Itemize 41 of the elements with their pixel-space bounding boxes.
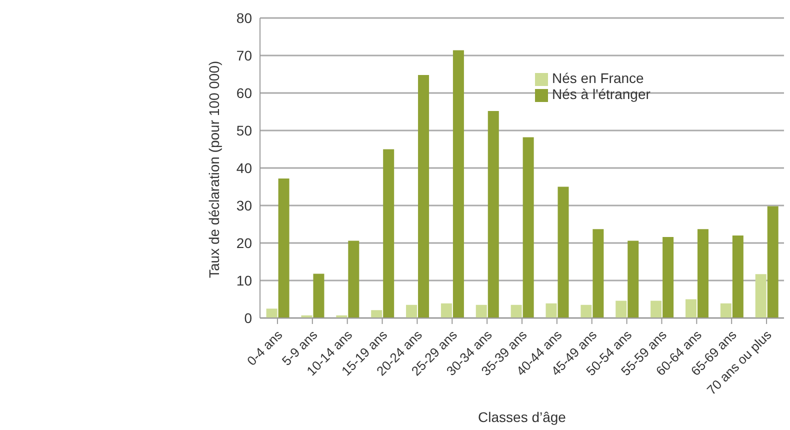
y-axis-title: Taux de déclaration (pour 100 000) [206,60,222,278]
y-tick-label: 80 [236,10,252,26]
y-tick-label: 50 [236,122,252,138]
x-axis-title: Classes d’âge [478,409,566,425]
bar [697,229,708,318]
y-tick-label: 30 [236,197,252,214]
bar [720,303,732,318]
y-tick-label: 10 [236,272,252,288]
y-tick-label: 70 [236,47,252,64]
bar [383,149,394,318]
bar [522,137,534,318]
bar [406,304,418,318]
bar [685,299,696,318]
bar [371,310,382,318]
bar [418,75,430,318]
bar [662,237,674,318]
legend-label: Nés en France [552,70,644,86]
bar [452,50,464,318]
bar [732,236,744,318]
y-tick-label: 40 [236,160,252,176]
bar [476,304,487,318]
bar [266,308,278,318]
bar [313,274,324,318]
y-tick-label: 60 [236,84,252,101]
bar [767,206,778,318]
bar [546,303,557,318]
bar [488,111,499,318]
y-tick-label: 0 [244,310,252,326]
bar [616,300,627,318]
bar [558,186,569,318]
bar [440,303,452,318]
bar [580,304,592,318]
bar [755,274,766,318]
bar [650,300,662,318]
bar [278,178,290,318]
bar [628,240,639,318]
bar [348,240,360,318]
y-tick-label: 20 [236,234,252,251]
legend-label: Nés à l'étranger [552,86,650,102]
bar [510,304,522,318]
bar [592,229,604,318]
